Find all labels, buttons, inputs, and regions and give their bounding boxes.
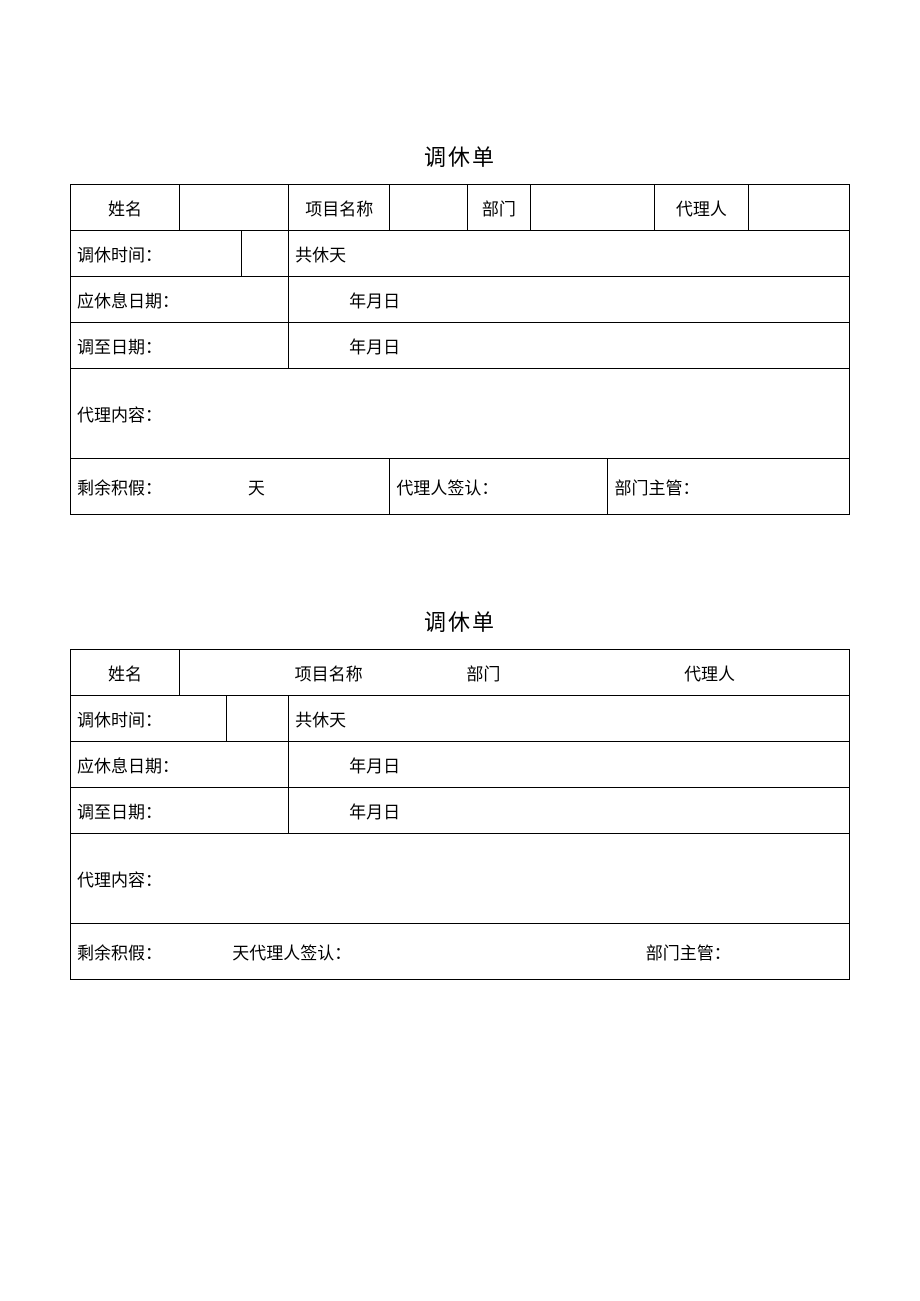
label-total-days: 共休天: [289, 231, 850, 277]
value-rest-time-2: [226, 696, 288, 742]
agent-content-row-2: 代理内容：: [71, 834, 850, 924]
label-days-unit: 天: [242, 459, 390, 515]
signature-row: 剩余积假： 天 代理人签认： 部门主管：: [71, 459, 850, 515]
label-project-2: 项目名称: [289, 650, 429, 696]
spacer-sign-2: [538, 924, 616, 980]
should-rest-row: 应休息日期： 年月日: [71, 277, 850, 323]
adjust-date-row: 调至日期： 年月日: [71, 323, 850, 369]
leave-form-table-1: 姓名 项目名称 部门 代理人 调休时间： 共休天 应休息日期： 年月日 调至日期…: [70, 184, 850, 515]
label-rest-time-2: 调休时间：: [71, 696, 227, 742]
value-adjust-date: 年月日: [289, 323, 850, 369]
should-rest-row-2: 应休息日期： 年月日: [71, 742, 850, 788]
label-adjust-date-2: 调至日期：: [71, 788, 289, 834]
label-project: 项目名称: [289, 185, 390, 231]
label-adjust-date: 调至日期：: [71, 323, 289, 369]
label-rest-time: 调休时间：: [71, 231, 242, 277]
label-agent-content: 代理内容：: [71, 369, 850, 459]
label-name-2: 姓名: [71, 650, 180, 696]
label-agent-sign: 代理人签认：: [390, 459, 608, 515]
rest-time-row: 调休时间： 共休天: [71, 231, 850, 277]
value-name-2: [180, 650, 289, 696]
label-department-2: 部门: [429, 650, 538, 696]
header-row-2: 姓名 项目名称 部门 代理人: [71, 650, 850, 696]
header-row: 姓名 项目名称 部门 代理人: [71, 185, 850, 231]
value-department: [530, 185, 655, 231]
agent-content-row: 代理内容：: [71, 369, 850, 459]
form-title-2: 调休单: [70, 605, 850, 637]
label-agent-2: 代理人: [678, 650, 779, 696]
label-total-days-2: 共休天: [289, 696, 850, 742]
label-should-rest: 应休息日期：: [71, 277, 289, 323]
value-should-rest-2: 年月日: [289, 742, 850, 788]
value-name: [180, 185, 289, 231]
label-remaining-leave: 剩余积假：: [71, 459, 242, 515]
value-project: [390, 185, 468, 231]
label-dept-supervisor: 部门主管：: [608, 459, 850, 515]
signature-row-2: 剩余积假： 天代理人签认： 部门主管：: [71, 924, 850, 980]
label-remaining-leave-2: 剩余积假：: [71, 924, 227, 980]
spacer-2: [538, 650, 678, 696]
value-adjust-date-2: 年月日: [289, 788, 850, 834]
label-name: 姓名: [71, 185, 180, 231]
label-agent: 代理人: [655, 185, 748, 231]
value-rest-time: [242, 231, 289, 277]
adjust-date-row-2: 调至日期： 年月日: [71, 788, 850, 834]
label-days-agent-sign-2: 天代理人签认：: [226, 924, 538, 980]
leave-form-table-2: 姓名 项目名称 部门 代理人 调休时间： 共休天 应休息日期： 年月日 调至日期…: [70, 649, 850, 980]
leave-form-2: 调休单 姓名 项目名称 部门 代理人 调休时间： 共休天: [70, 605, 850, 980]
label-should-rest-2: 应休息日期：: [71, 742, 289, 788]
label-department: 部门: [468, 185, 530, 231]
rest-time-row-2: 调休时间： 共休天: [71, 696, 850, 742]
value-agent-2: [779, 650, 849, 696]
form-title: 调休单: [70, 140, 850, 172]
label-dept-supervisor-2: 部门主管：: [616, 924, 850, 980]
leave-form-1: 调休单 姓名 项目名称 部门 代理人 调休时间： 共休天: [70, 140, 850, 515]
value-agent: [748, 185, 849, 231]
value-should-rest: 年月日: [289, 277, 850, 323]
label-agent-content-2: 代理内容：: [71, 834, 850, 924]
